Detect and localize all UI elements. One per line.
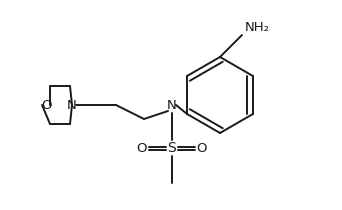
Text: N: N bbox=[167, 98, 177, 112]
Text: O: O bbox=[197, 142, 207, 155]
Text: O: O bbox=[41, 98, 51, 112]
Text: O: O bbox=[137, 142, 147, 155]
Text: N: N bbox=[67, 98, 77, 112]
Text: NH₂: NH₂ bbox=[245, 21, 270, 34]
Text: S: S bbox=[168, 141, 176, 155]
